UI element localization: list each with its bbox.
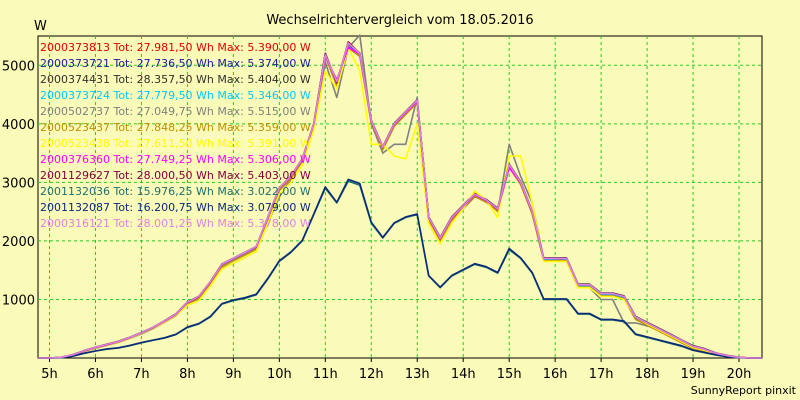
chart-title: Wechselrichtervergleich vom 18.05.2016 [266,13,533,28]
legend-entry: 2000373721 Tot: 27.736,50 Wh Max: 5.374,… [40,57,311,70]
x-tick-label: 12h [359,367,384,382]
x-tick-label: 17h [589,367,614,382]
legend-entry: 2001129627 Tot: 28.000,50 Wh Max: 5.403,… [40,169,311,182]
x-tick-label: 8h [179,367,196,382]
y-tick-label: 1000 [2,293,35,308]
plot-area: 5h 6h 7h 8h 9h 10h 11h 12h 13h 14h 15h 16h 17h 18h 19h… [2,34,763,382]
footer-credit: SunnyReport pinxit [691,384,797,397]
x-tick-label: 10h [267,367,292,382]
x-tick-label: 16h [543,367,568,382]
x-tick-label: 18h [635,367,660,382]
legend-entry: 2000373813 Tot: 27.981,50 Wh Max: 5.390,… [40,41,311,54]
x-tick-label: 11h [313,367,338,382]
series-line [38,42,762,359]
y-tick-label: 3000 [2,176,35,191]
y-tick-label: 5000 [2,59,35,74]
y-axis-label: W [34,19,47,34]
x-tick-label: 9h [225,367,242,382]
x-tick-label: 15h [497,367,522,382]
y-tick-label: 4000 [2,118,35,133]
x-tick-label: 7h [133,367,150,382]
legend-entry: 2000502737 Tot: 27.049,75 Wh Max: 5.515,… [40,105,311,118]
x-tick-label: 19h [681,367,706,382]
legend-entry: 2000374431 Tot: 28.357,50 Wh Max: 5.404,… [40,73,311,86]
legend-entry: 2000523437 Tot: 27.848,25 Wh Max: 5.359,… [40,121,311,134]
x-tick-label: 5h [41,367,58,382]
x-tick-label: 14h [451,367,476,382]
y-tick-label: 2000 [2,235,35,250]
x-tick-label: 13h [405,367,430,382]
x-tick-label: 20h [727,367,752,382]
plot-frame [37,35,763,359]
legend-entry: 2000316121 Tot: 28.001,25 Wh Max: 5.378,… [40,217,311,230]
legend-entry: 2001132036 Tot: 15.976,25 Wh Max: 3.022,… [40,185,311,198]
legend-entry: 2000373724 Tot: 27.779,50 Wh Max: 5.346,… [40,89,311,102]
x-tick-label: 6h [87,367,104,382]
series-line [38,178,762,359]
legend-entry: 2000523438 Tot: 27.611,50 Wh Max: 5.391,… [40,137,311,150]
legend-entry: 2000376360 Tot: 27.749,25 Wh Max: 5.306,… [40,153,311,166]
legend-entry: 2001132087 Tot: 16.200,75 Wh Max: 3.079,… [40,201,311,214]
